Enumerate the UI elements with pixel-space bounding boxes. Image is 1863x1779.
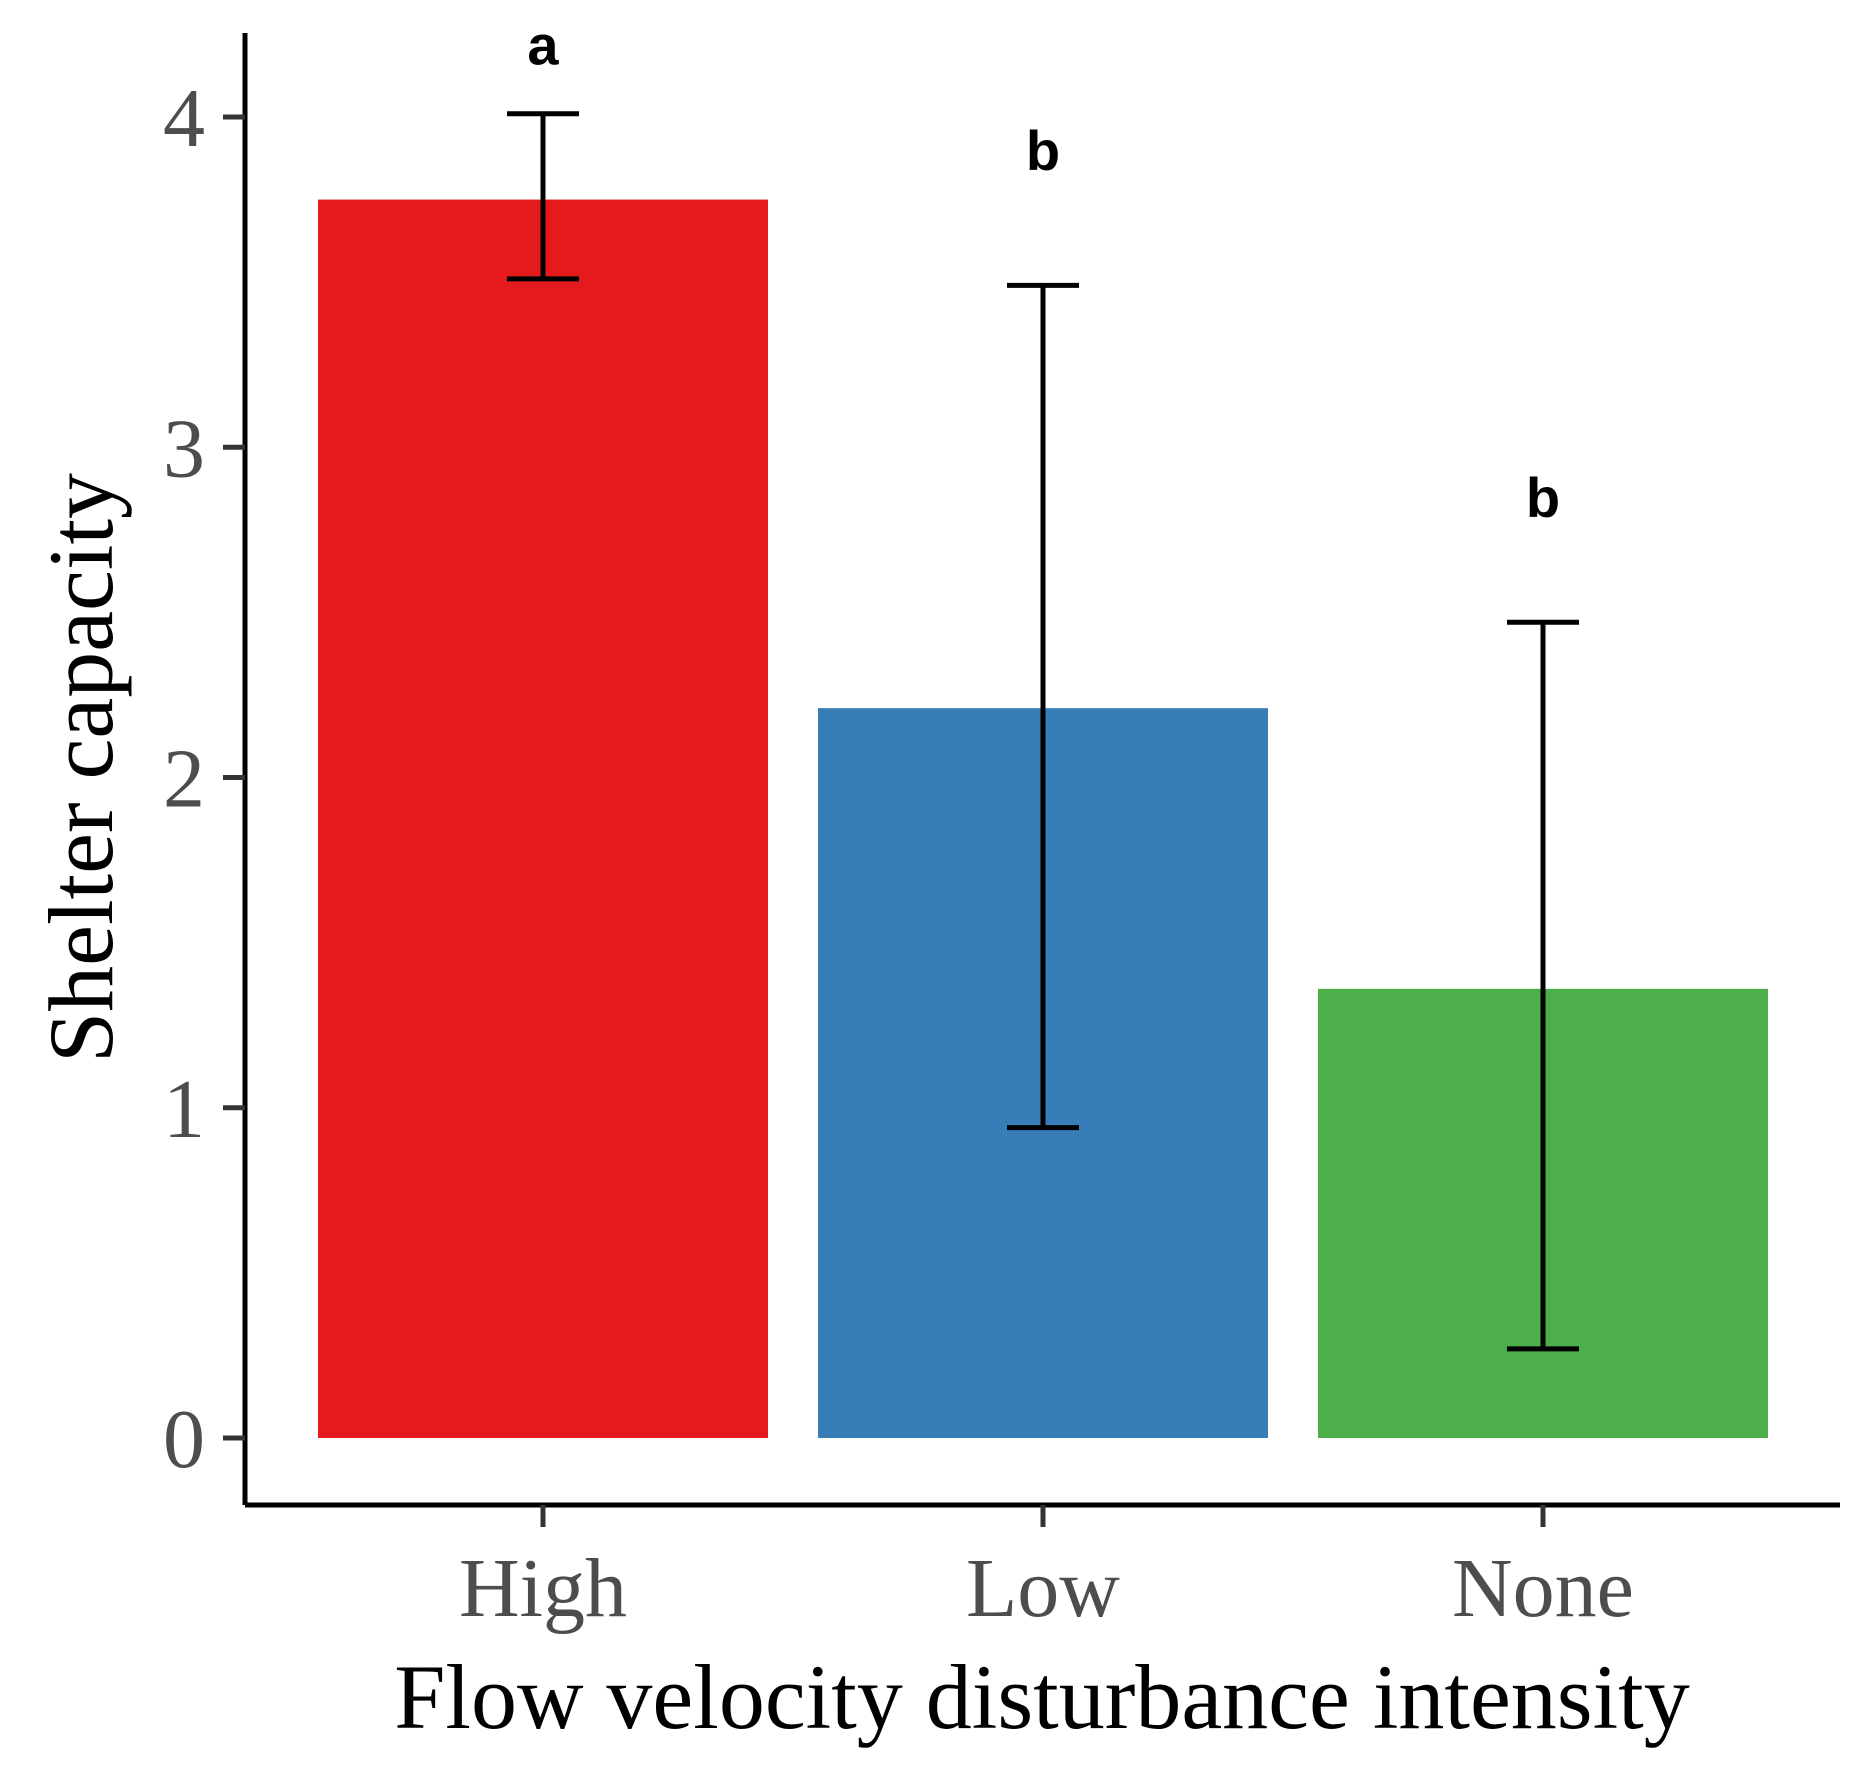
significance-label-low: b bbox=[1026, 119, 1060, 182]
y-axis-title: Shelter capacity bbox=[30, 473, 132, 1063]
x-tick-label-high: High bbox=[459, 1542, 627, 1635]
y-tick-label-0: 0 bbox=[163, 1393, 205, 1486]
y-tick-label-1: 1 bbox=[163, 1063, 205, 1156]
significance-label-none: b bbox=[1526, 466, 1560, 529]
x-ticks-group: High Low None bbox=[459, 1505, 1634, 1635]
y-tick-label-4: 4 bbox=[163, 72, 205, 165]
significance-labels-group: a b b bbox=[527, 13, 1560, 528]
significance-label-high: a bbox=[527, 13, 559, 76]
bar-high bbox=[318, 199, 768, 1438]
error-bars-group bbox=[507, 111, 1579, 1352]
x-tick-label-none: None bbox=[1452, 1542, 1634, 1635]
y-tick-label-2: 2 bbox=[163, 733, 205, 826]
y-tick-label-3: 3 bbox=[163, 402, 205, 495]
x-axis-title: Flow velocity disturbance intensity bbox=[394, 1646, 1689, 1748]
y-ticks-group: 0 1 2 3 4 bbox=[163, 72, 245, 1486]
x-tick-label-low: Low bbox=[966, 1542, 1120, 1635]
